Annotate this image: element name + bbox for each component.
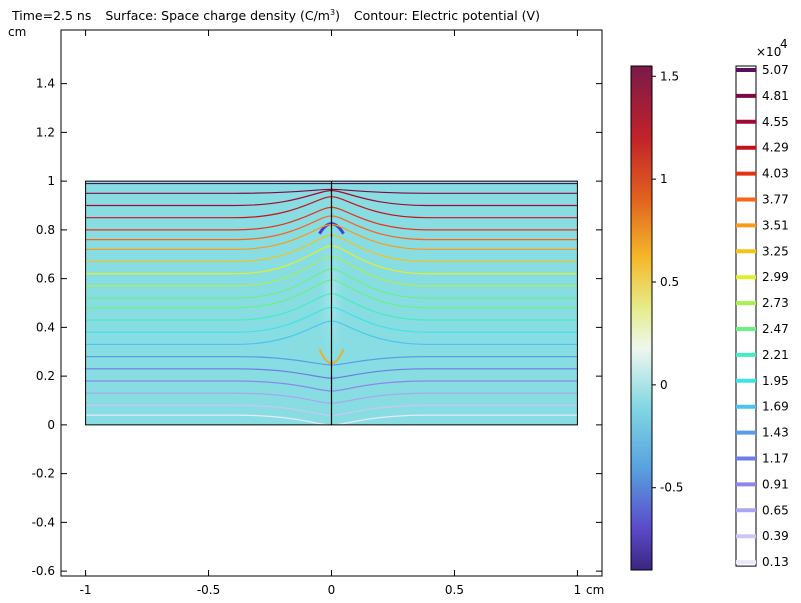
surface-colorbar: 1.5 1 0.5 0 -0.5 (630, 65, 683, 571)
legend-level-label: 0.91 (762, 477, 789, 491)
y-tick-label: 0.6 (36, 272, 55, 286)
y-tick-label: 0.2 (36, 369, 55, 383)
colorbar-tick-label: 1.5 (660, 69, 679, 83)
legend-level-label: 3.77 (762, 193, 789, 207)
legend-level-label: 4.81 (762, 89, 789, 103)
legend-level-label: 3.51 (762, 218, 789, 232)
colorbar-tick-label: 1 (660, 172, 668, 186)
legend-level-label: 2.47 (762, 322, 789, 336)
y-unit-label: cm (8, 25, 26, 39)
time-label: Time=2.5 ns (12, 8, 92, 24)
legend-frame (735, 65, 757, 567)
plot-axes: -1 -0.5 0 0.5 1 -0.6 -0.4 -0.2 0 0.2 0.4 0.6 0.8 1 1.2… (8, 25, 604, 597)
y-tick-label: 1 (47, 174, 55, 188)
legend-level-label: 1.95 (762, 374, 789, 388)
legend-level-label: 0.13 (762, 555, 789, 569)
colorbar-tick-label: -0.5 (660, 481, 683, 495)
legend-multiplier-exponent: 4 (780, 37, 788, 51)
legend-level-label: 5.07 (762, 63, 789, 77)
legend-level-label: 2.21 (762, 348, 789, 362)
x-tick-label: -0.5 (197, 583, 220, 597)
legend-level-label: 1.17 (762, 452, 789, 466)
y-tick-label: -0.6 (32, 564, 55, 578)
x-tick-label: 0.5 (445, 583, 464, 597)
domain-layer (85, 180, 578, 426)
y-tick-label: -0.2 (32, 467, 55, 481)
y-tick-label: -0.4 (32, 515, 55, 529)
x-tick-label: 1 (574, 583, 582, 597)
legend-level-label: 4.55 (762, 115, 789, 129)
surface-label: Surface: Space charge density (C/m3) (105, 8, 340, 24)
colorbar-tick-label: 0 (660, 378, 668, 392)
x-unit-label: cm (586, 583, 604, 597)
y-tick-label: 0.8 (36, 223, 55, 237)
legend-level-label: 2.99 (762, 270, 789, 284)
x-tick-label: 0 (328, 583, 336, 597)
legend-level-label: 1.69 (762, 400, 789, 414)
y-tick-label: 0.4 (36, 320, 55, 334)
legend-multiplier: ×10 (756, 45, 781, 59)
contour-label: Contour: Electric potential (V) (353, 8, 540, 24)
legend-level-label: 3.25 (762, 244, 789, 258)
legend-level-label: 1.43 (762, 426, 789, 440)
colorbar-tick-label: 0.5 (660, 275, 679, 289)
legend-level-label: 4.29 (762, 141, 789, 155)
contour-line (85, 414, 578, 425)
y-tick-label: 1.4 (36, 77, 55, 91)
contour-legend: ×104 5.07 4.81 4.55 4.29 4.03 3.77 3.51 3.25 2.99… (735, 37, 789, 569)
legend-level-label: 0.65 (762, 503, 789, 517)
legend-level-label: 2.73 (762, 296, 789, 310)
plot-title: Time=2.5 ns Surface: Space charge densit… (12, 8, 540, 23)
colorbar-gradient (630, 65, 653, 571)
legend-level-label: 0.39 (762, 529, 789, 543)
y-tick-label: 0 (47, 418, 55, 432)
legend-level-label: 4.03 (762, 167, 789, 181)
x-tick-label: -1 (80, 583, 92, 597)
y-tick-label: 1.2 (36, 125, 55, 139)
